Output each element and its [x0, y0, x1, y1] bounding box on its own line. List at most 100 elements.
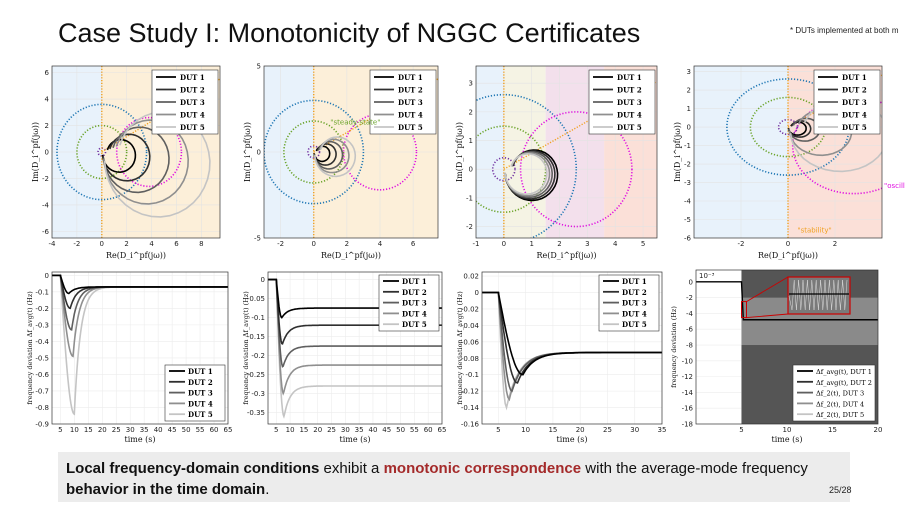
x-tick-label: 0	[786, 240, 790, 248]
legend-label: Δf_avg(t), DUT 1	[816, 368, 872, 376]
legend-label: Δf_avg(t), DUT 2	[816, 379, 872, 387]
x-tick-label: 30	[341, 426, 350, 434]
x-tick-label: 45	[168, 426, 177, 434]
y-tick-label: 0	[475, 289, 479, 297]
dut-curve-4	[313, 138, 350, 174]
legend-label: DUT 2	[180, 86, 205, 95]
legend-label: DUT 3	[842, 98, 867, 107]
y-tick-label: -3	[684, 179, 691, 187]
time-plot-2: 5 10 15 20 25 30 35 40 45 50 55 60 65 0 -0.05 -0.1 -0.15…	[236, 266, 446, 450]
dut-response-4	[268, 278, 442, 396]
dut-curve-4	[103, 119, 190, 205]
x-tick-label: -4	[49, 240, 57, 248]
x-tick-label: -2	[738, 240, 745, 248]
nyquist-plot-3: -1 0 1 2 3 4 5 3 2 1 0 -1 -2 Re(D_i^pf(jω)) Im(D_i^pf(…	[452, 62, 662, 266]
legend-label: DUT 4	[398, 111, 423, 120]
x-tick-label: 50	[182, 426, 191, 434]
summary-part-1: Local frequency-domain conditions	[66, 460, 320, 477]
legend-label: DUT 1	[402, 277, 427, 286]
y-tick-label: -2	[42, 175, 49, 183]
bound-circle	[791, 96, 882, 195]
legend-label: DUT 2	[398, 86, 423, 95]
time-plot-1: 5 10 15 20 25 30 35 40 45 50 55 60 65 0 -0.1 -0.2 -0.3 -0…	[22, 266, 232, 450]
legend-label: DUT 3	[402, 299, 427, 308]
legend-label: DUT 3	[188, 389, 213, 398]
y-tick-label: -0.08	[461, 355, 479, 363]
summary-text: Local frequency-domain conditions exhibi…	[66, 458, 842, 500]
legend-label: DUT 4	[180, 111, 205, 120]
legend-label: DUT 1	[398, 73, 423, 82]
legend-label: DUT 5	[617, 123, 642, 132]
nyquist-plot-2-svg: -2 0 2 4 6 5 0 -5 Re(D_i^pf(jω)) Im(D_i^pf(jω)) DU…	[243, 63, 439, 260]
x-tick-label: 5	[739, 426, 743, 434]
dut-curve-3	[313, 140, 344, 170]
x-tick-label: 8	[199, 240, 203, 248]
legend-label: DUT 4	[622, 309, 647, 318]
legend-label: DUT 5	[398, 123, 423, 132]
axes-box	[263, 65, 439, 239]
legend-label: DUT 2	[617, 86, 642, 95]
y-tick-label: -6	[42, 228, 50, 236]
y-tick-label: -16	[682, 405, 694, 413]
bound-circle	[115, 116, 183, 188]
zoom-oscillation	[788, 279, 848, 311]
y-tick-label: 0	[45, 272, 49, 280]
y-tick-label: 0	[45, 149, 49, 157]
x-axis-label: Re(D_i^pf(jω))	[536, 251, 596, 260]
axes-box	[51, 65, 221, 239]
x-tick-label: 65	[224, 426, 232, 434]
legend-label: DUT 4	[617, 111, 642, 120]
x-tick-label: 10	[70, 426, 79, 434]
x-axis-label: time (s)	[772, 435, 803, 444]
y-tick-label: -0.12	[461, 388, 479, 396]
plot-area	[694, 66, 882, 238]
x-tick-label: 40	[368, 426, 377, 434]
y-tick-label: 5	[257, 63, 261, 71]
x-tick-label: 35	[355, 426, 364, 434]
y-tick-label: -0.04	[461, 322, 480, 330]
y-tick-label: 0	[687, 124, 691, 132]
x-axis-label: time (s)	[557, 435, 588, 444]
y-tick-label: -8	[686, 342, 693, 350]
legend-label: DUT 5	[402, 320, 427, 329]
legend-label: DUT 4	[842, 111, 867, 120]
x-tick-label: 2	[124, 240, 128, 248]
y-tick-label: 2	[469, 108, 473, 116]
x-tick-label: 55	[410, 426, 419, 434]
y-tick-label: -0.14	[461, 404, 480, 412]
y-tick-label: 0	[689, 278, 693, 286]
axes-box	[475, 65, 658, 239]
dut-response-3	[52, 274, 228, 331]
bound-circle	[56, 103, 148, 201]
annotation-steady-state: "steady-state"	[330, 118, 380, 126]
x-tick-label: 5	[58, 426, 62, 434]
time-plot-4: 10⁻³ 5 10 15 20 0 -2 -4 -6 -8 -10 -12 -14 -16 -18 time …	[668, 266, 893, 450]
legend-label: DUT 5	[180, 123, 205, 132]
y-tick-label: 4	[45, 96, 50, 104]
legend-label: DUT 4	[402, 309, 427, 318]
x-tick-label: 0	[311, 240, 315, 248]
y-tick-label: -10	[682, 357, 693, 365]
y-tick-label: 1	[469, 137, 473, 145]
page-number: 25/28	[829, 485, 852, 495]
y-tick-label: -4	[42, 201, 50, 209]
bound-circle	[283, 120, 345, 184]
x-tick-label: 10	[783, 426, 792, 434]
y-axis-label: frequency deviation Δf_avg(t) (Hz)	[26, 291, 34, 405]
x-tick-label: 50	[396, 426, 405, 434]
y-axis-label: Im(D_i^pf(jω))	[455, 122, 464, 182]
y-tick-label: -2	[686, 294, 693, 302]
y-tick-label: -4	[686, 310, 694, 318]
y-tick-label: -0.1	[465, 371, 479, 379]
summary-part-6: .	[265, 481, 270, 498]
legend-label: DUT 2	[622, 288, 647, 297]
y-tick-label: -14	[682, 389, 694, 397]
time-plot-3: 5 10 15 20 25 30 35 0.02 0 -0.02 -0.04 -0.06 -0.08 -0…	[448, 266, 668, 450]
legend-label: Δf_2(t), DUT 5	[816, 411, 864, 419]
y-tick-label: -0.4	[35, 338, 49, 346]
dut-response-1	[482, 291, 662, 376]
dut-response-1	[52, 274, 228, 295]
x-tick-label: 3	[585, 240, 589, 248]
y-tick-label: 0.02	[463, 273, 479, 281]
y-axis-label: frequency deviation Δf_avg(t) (Hz)	[456, 291, 464, 405]
